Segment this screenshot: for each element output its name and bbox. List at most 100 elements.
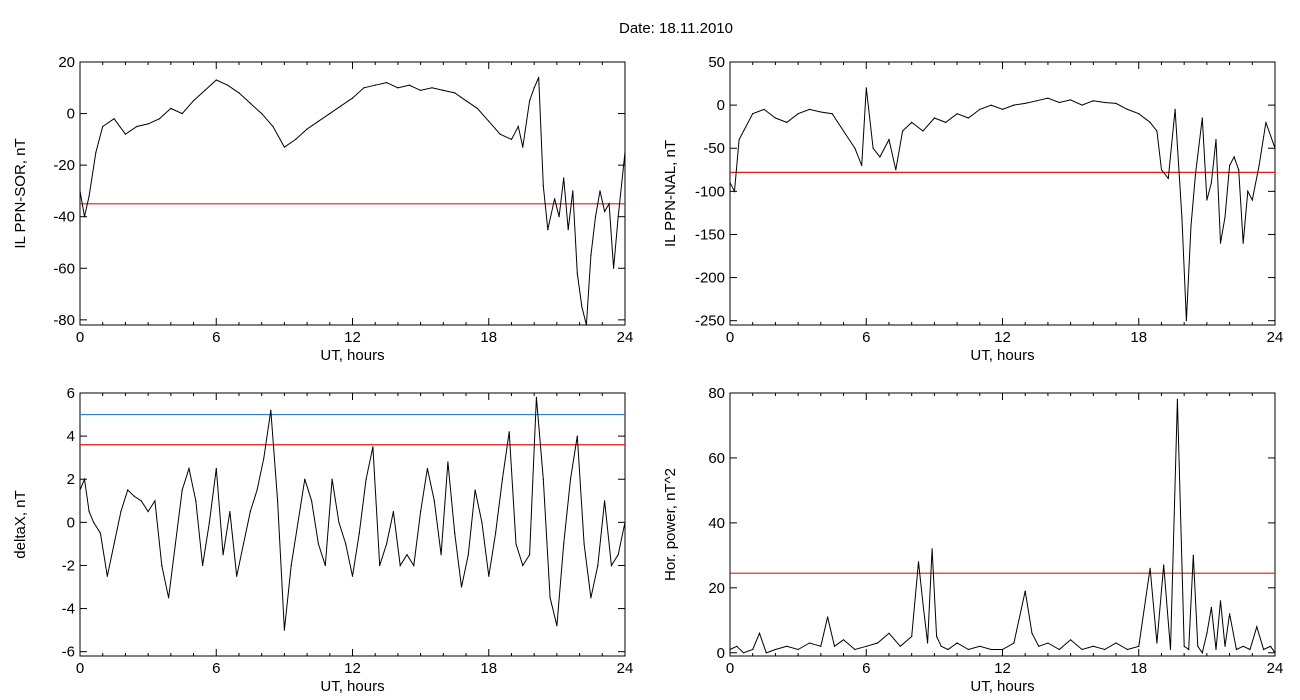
data-point [1169,648,1172,651]
data-point [113,543,115,545]
x-tick-label: 6 [862,329,870,346]
data-point [1036,100,1038,102]
data-point [499,133,501,135]
data-point [624,151,626,153]
x-tick-label: 6 [862,660,870,677]
data-point [195,500,197,502]
data-point [208,521,210,523]
data-point [729,648,731,651]
data-point [1233,156,1235,158]
x-tick-label: 12 [994,329,1011,346]
x-tick-label: 0 [76,660,84,677]
data-point [95,151,97,153]
data-point [517,125,519,128]
data-point [1081,648,1083,651]
panel-ppn-sor: 0 6 12 18 24 20 0 -20 -40 -60 -80 UT, hours IL PPN-S… [12,54,633,364]
data-point [1031,632,1033,634]
data-point [83,478,86,480]
data-point [529,554,531,556]
data-point [168,597,170,599]
data-point [763,108,765,110]
data-point [433,500,435,502]
y-tick-label: -4 [62,601,75,618]
data-point [476,107,478,109]
data-point [902,130,904,132]
data-point [1092,100,1094,102]
x-tick-label: 12 [344,329,361,346]
data-point [229,511,231,513]
x-tick-label: 24 [1267,329,1284,346]
data-point [933,117,936,119]
data-point [1188,648,1190,651]
y-axis-label: IL PPN-SOR, nT [12,138,29,248]
data-point [420,511,422,513]
y-tick-label: 40 [708,515,725,532]
plot-frame [729,392,1276,657]
data-point [249,511,251,513]
data-point [1183,645,1185,647]
x-tick-label: 6 [212,660,220,677]
x-tick-label: 18 [1130,329,1147,346]
data-point [120,511,122,513]
data-point [576,435,578,437]
data-point [535,396,538,398]
data-point [1024,102,1026,104]
data-point [386,543,388,545]
data-point [774,117,777,119]
data-point [102,125,104,128]
data-point [397,87,399,89]
data-point [222,554,224,556]
data-point [945,121,947,123]
data-point [106,575,108,577]
data-point [227,84,229,86]
data-point [1167,177,1169,179]
y-tick-label: -100 [695,183,725,200]
data-point [392,511,394,513]
y-axis-label: Hor. power, nT^2 [662,468,679,581]
data-point [1024,590,1026,592]
data-point [136,125,138,128]
y-tick-label: -20 [53,157,75,174]
data-point [940,645,942,647]
data-point [127,489,129,491]
data-point [808,642,811,644]
data-point [581,306,583,308]
y-tick-label: 20 [708,580,725,597]
data-point [529,100,531,102]
plot-frame [729,61,1276,326]
data-point [1256,626,1258,628]
data-point [467,554,469,556]
data-point [590,254,592,256]
data-point [569,478,572,480]
data-point [927,642,929,644]
data-point [1229,164,1231,167]
data-point [861,164,863,167]
data-point [238,92,240,94]
y-tick-label: 2 [67,471,75,488]
data-point [922,130,924,132]
data-point [215,79,217,81]
data-point [440,554,442,556]
data-point [304,478,306,480]
x-tick-label: 24 [617,660,634,677]
data-point [1058,101,1060,104]
data-point [372,446,374,448]
data-point [547,229,549,231]
data-point [406,554,408,556]
series-line [79,397,626,631]
data-point [1206,632,1208,634]
data-point [1185,320,1187,322]
data-point [351,575,354,577]
data-point [888,139,890,141]
data-point [549,597,551,599]
data-point [317,543,319,545]
data-point [331,478,333,480]
data-point [365,478,367,480]
y-tick-label: 0 [67,106,75,123]
data-point [420,89,422,91]
data-point [1138,113,1140,115]
data-point [181,489,183,491]
data-point [1001,108,1004,110]
data-point [1224,645,1226,647]
